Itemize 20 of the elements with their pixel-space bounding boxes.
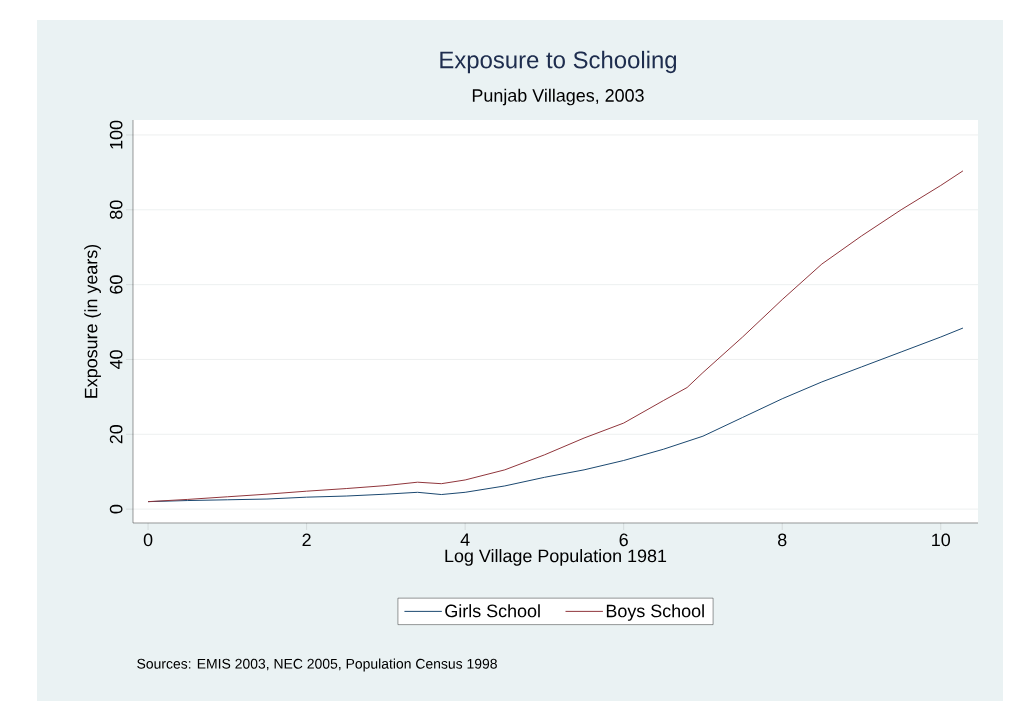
y-tick-label: 60: [109, 275, 123, 294]
legend-label: Girls School: [445, 604, 540, 618]
line-series: [147, 170, 964, 503]
y-tick-label: 40: [109, 350, 123, 370]
y-tick-label: 80: [109, 200, 123, 219]
x-tick-label: 4: [460, 533, 470, 546]
x-tick-label: 2: [302, 533, 311, 547]
x-tick-label: 8: [778, 533, 787, 547]
y-tick-label: 0: [109, 504, 123, 514]
source-note: Sources: EMIS 2003, NEC 2005, Population Census 1998: [137, 658, 497, 672]
legend-label: Boys School: [606, 604, 704, 621]
y-tick-label: 100: [109, 120, 123, 149]
y-axis-title: Exposure (in years): [84, 244, 101, 398]
y-tick-label: 20: [109, 425, 123, 444]
chart-subtitle: Punjab Villages, 2003: [472, 88, 644, 106]
x-tick-label: 10: [932, 533, 951, 547]
x-axis-title: Log Village Population 1981: [445, 549, 667, 566]
x-tick-label: 0: [143, 533, 153, 547]
chart-title: Exposure to Schooling: [440, 50, 677, 74]
x-tick-label: 6: [619, 533, 628, 547]
